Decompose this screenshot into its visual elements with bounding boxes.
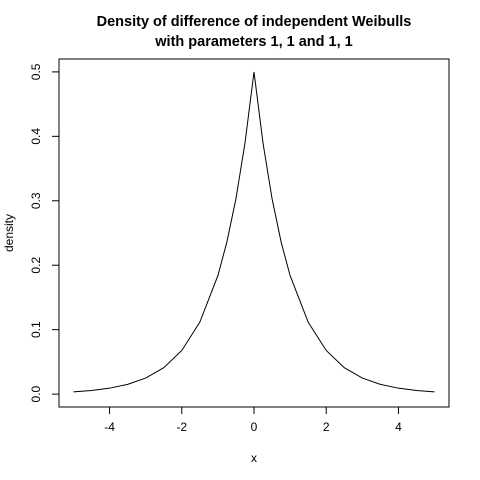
- density-series-line: [73, 71, 435, 393]
- chart-title-line2: with parameters 1, 1 and 1, 1: [154, 34, 352, 50]
- x-tick-label: 2: [323, 420, 330, 434]
- y-axis: 0.0 0.1 0.2 0.3 0.4 0.5: [29, 63, 60, 402]
- y-tick-label: 0.2: [29, 257, 43, 274]
- y-tick-label: 0.1: [29, 321, 43, 338]
- x-tick-label: 0: [251, 420, 258, 434]
- y-axis-label: density: [2, 214, 16, 252]
- plot-frame: [58, 58, 450, 408]
- plot-area: [73, 71, 435, 393]
- y-tick-label: 0.3: [29, 192, 43, 209]
- y-tick-label: 0.5: [29, 63, 43, 80]
- x-tick-label: -2: [176, 420, 187, 434]
- x-axis: -4 -2 0 2 4: [104, 406, 402, 434]
- y-tick-label: 0.4: [29, 128, 43, 145]
- x-tick-label: 4: [395, 420, 402, 434]
- y-tick-label: 0.0: [29, 385, 43, 402]
- x-tick-label: -4: [104, 420, 115, 434]
- x-axis-label: x: [251, 451, 257, 465]
- chart-title-line1: Density of difference of independent Wei…: [97, 14, 412, 30]
